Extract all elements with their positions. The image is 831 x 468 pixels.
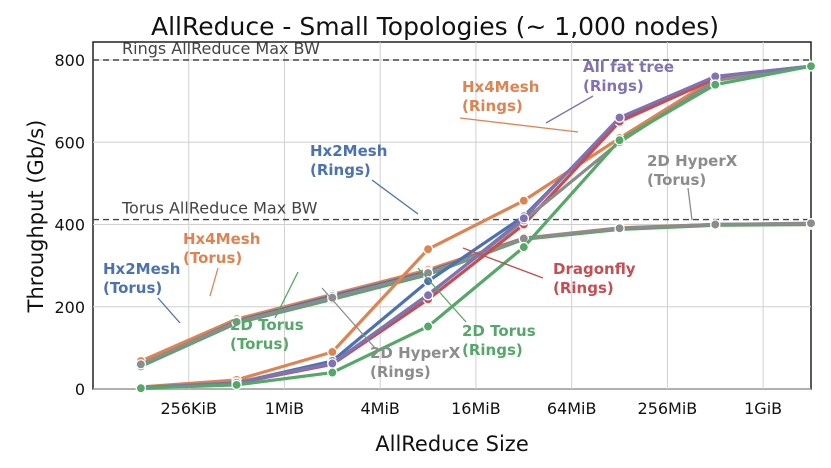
annotation-line: All fat tree <box>583 58 674 76</box>
annotation-hx2mesh-torus: Hx2Mesh (Torus) <box>103 260 180 297</box>
reference-line-label: Rings AllReduce Max BW <box>122 39 320 58</box>
annotation-line: (Rings) <box>462 97 523 115</box>
data-point <box>422 276 434 287</box>
data-point <box>422 243 434 255</box>
annotation-line: 2D HyperX <box>370 344 461 362</box>
x-ticks: 256KiB 1MiB 4MiB 16MiB 64MiB 256MiB 1GiB <box>161 399 783 418</box>
x-tick-label: 256KiB <box>161 399 217 418</box>
series-line <box>140 64 812 390</box>
annotation-line: Hx2Mesh <box>103 260 180 278</box>
y-axis-label: Throughput (Gb/s) <box>24 120 48 314</box>
annotation-line: (Torus) <box>183 249 242 267</box>
annotation-line: 2D Torus <box>230 316 304 334</box>
annotations: Hx2Mesh (Torus)Hx4Mesh (Torus)2D Torus (Tor… <box>103 58 738 381</box>
annotation-leader-line <box>274 271 299 319</box>
annotation-line: (Rings) <box>553 279 614 297</box>
annotation-2d-hyperx-rings: 2D HyperX (Rings) <box>370 344 461 381</box>
annotation-hx2mesh-rings: Hx2Mesh (Rings) <box>310 142 387 179</box>
data-point <box>327 358 338 369</box>
annotation-line: Hx2Mesh <box>310 142 387 160</box>
reference-line-label: Torus AllReduce Max BW <box>121 199 318 218</box>
x-tick-label: 4MiB <box>360 399 399 418</box>
annotation-hx4mesh-rings: Hx4Mesh (Rings) <box>462 78 539 115</box>
data-point <box>614 222 625 234</box>
data-point <box>710 79 721 90</box>
annotation-leader-line <box>157 297 181 324</box>
reference-lines: Rings AllReduce Max BW Torus AllReduce Ma… <box>93 39 811 221</box>
annotation-2d-torus-rings: 2D Torus (Rings) <box>462 322 536 359</box>
annotation-hx4mesh-torus: Hx4Mesh (Torus) <box>183 230 260 267</box>
annotation-line: (Torus) <box>230 335 289 353</box>
data-point <box>518 213 530 224</box>
series-group <box>135 60 817 394</box>
annotation-leader-line <box>417 267 467 323</box>
annotation-line: Hx4Mesh <box>462 78 539 96</box>
data-point <box>327 367 338 378</box>
series-line <box>140 64 812 389</box>
y-tick-label: 800 <box>54 51 85 70</box>
series-2d-torus-rings <box>135 60 817 394</box>
annotation-leader-line <box>459 117 579 133</box>
annotation-leader-line <box>545 95 594 124</box>
data-point <box>422 321 434 332</box>
y-tick-label: 200 <box>54 298 85 317</box>
data-point <box>135 359 147 370</box>
annotation-leaders <box>157 95 693 349</box>
annotation-line: (Torus) <box>103 279 162 297</box>
annotation-line: (Rings) <box>310 161 371 179</box>
x-tick-label: 1GiB <box>744 399 782 418</box>
series-line <box>140 64 812 390</box>
annotation-line: 2D Torus <box>462 322 536 340</box>
annotation-leader-line <box>462 247 544 279</box>
data-point <box>614 112 625 123</box>
annotation-line: 2D HyperX <box>647 152 738 170</box>
data-point <box>518 241 530 253</box>
data-point <box>231 379 242 391</box>
data-point <box>135 382 147 394</box>
annotation-2d-torus-torus: 2D Torus (Torus) <box>230 316 304 353</box>
annotation-line: (Rings) <box>370 363 431 381</box>
x-axis-label: AllReduce Size <box>375 432 529 456</box>
y-ticks: 0 200 400 600 800 <box>54 51 85 399</box>
data-point <box>805 60 817 72</box>
annotation-leader-line <box>209 267 219 297</box>
annotation-line: (Rings) <box>583 77 644 95</box>
y-tick-label: 400 <box>54 216 85 235</box>
annotation-line: Dragonfly <box>553 260 636 278</box>
chart-title: AllReduce - Small Topologies (~ 1,000 no… <box>151 12 719 41</box>
grid <box>93 42 811 390</box>
x-tick-label: 1MiB <box>265 399 304 418</box>
x-tick-label: 64MiB <box>547 399 597 418</box>
annotation-leader-line <box>687 187 693 221</box>
y-tick-label: 0 <box>75 380 85 399</box>
annotation-line: (Rings) <box>462 341 523 359</box>
data-point <box>805 218 817 229</box>
data-point <box>327 346 338 358</box>
annotation-leader-line <box>321 287 376 349</box>
x-tick-label: 256MiB <box>638 399 698 418</box>
annotation-all-fat-tree-rings: All fat tree (Rings) <box>583 58 674 95</box>
x-tick-label: 16MiB <box>451 399 501 418</box>
annotation-line: (Torus) <box>647 171 706 189</box>
y-tick-label: 600 <box>54 133 85 152</box>
annotation-line: Hx4Mesh <box>183 230 260 248</box>
annotation-2d-hyperx-torus: 2D HyperX (Torus) <box>647 152 738 189</box>
data-point <box>422 289 434 301</box>
data-point <box>518 195 530 206</box>
data-point <box>710 219 721 230</box>
annotation-dragonfly-rings: Dragonfly (Rings) <box>553 260 636 297</box>
annotation-leader-line <box>371 179 419 215</box>
data-point <box>614 134 625 146</box>
data-point <box>231 316 242 328</box>
data-point <box>327 292 338 303</box>
